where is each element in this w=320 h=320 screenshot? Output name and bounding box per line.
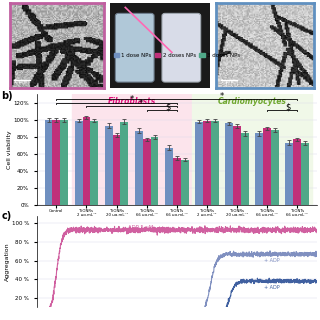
Bar [121, 122, 128, 205]
Bar [151, 137, 158, 205]
Bar [263, 128, 271, 205]
Bar [211, 121, 219, 205]
Bar [83, 117, 90, 205]
Bar [192, 94, 312, 205]
Bar [241, 133, 249, 205]
Bar [143, 140, 151, 205]
Legend: 1 dose NPs, 2 doses NPs, 3 doses NPs: 1 dose NPs, 2 doses NPs, 3 doses NPs [111, 51, 242, 60]
Text: TiONRs 250 μg.mL⁻¹
+ ADP: TiONRs 250 μg.mL⁻¹ + ADP [264, 279, 314, 291]
Bar [72, 94, 191, 205]
Bar [195, 122, 203, 205]
Bar [75, 121, 83, 205]
Bar [113, 135, 121, 205]
Bar [135, 131, 143, 205]
Text: 1 μm: 1 μm [14, 79, 27, 84]
Bar [165, 148, 173, 205]
Bar [255, 133, 263, 205]
Text: TiONRs 100 μg.mL⁻¹
+ ADP: TiONRs 100 μg.mL⁻¹ + ADP [264, 252, 314, 263]
Bar [301, 143, 309, 205]
Bar [225, 123, 233, 205]
Text: $: $ [165, 102, 171, 111]
Text: *: * [220, 92, 224, 101]
Bar [181, 160, 188, 205]
Bar [233, 126, 241, 205]
Bar [173, 158, 181, 205]
Text: *: * [139, 99, 143, 108]
FancyBboxPatch shape [162, 13, 201, 82]
Y-axis label: Aggregation: Aggregation [5, 242, 10, 281]
Bar [60, 120, 68, 205]
Bar [285, 143, 293, 205]
FancyBboxPatch shape [116, 13, 154, 82]
Bar [52, 120, 60, 205]
Text: ADP 5 μM: ADP 5 μM [128, 225, 153, 230]
Bar [293, 140, 301, 205]
Text: 1 μm: 1 μm [221, 79, 234, 84]
Bar [44, 120, 52, 205]
Bar [271, 130, 279, 205]
Bar [90, 121, 98, 205]
Bar [105, 126, 113, 205]
Bar [203, 121, 211, 205]
Text: $: $ [285, 102, 291, 111]
Text: Fibroblasts: Fibroblasts [108, 97, 156, 106]
Text: *: * [130, 95, 134, 104]
Text: c): c) [2, 211, 12, 221]
Text: b): b) [2, 91, 13, 101]
Text: Cardiomyocytes: Cardiomyocytes [218, 97, 286, 106]
Y-axis label: Cell viability: Cell viability [7, 130, 12, 169]
